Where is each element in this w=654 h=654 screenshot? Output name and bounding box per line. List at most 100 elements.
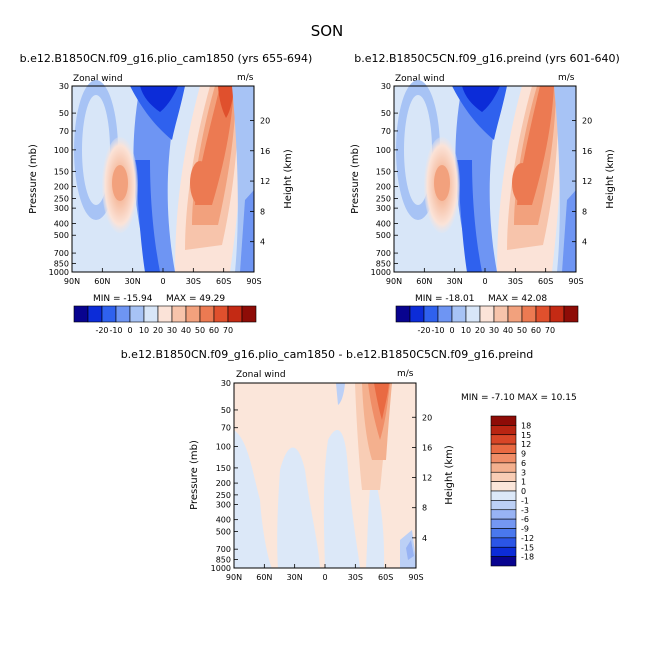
colorbar-box — [479, 305, 495, 323]
y-tick-label: 850 — [376, 259, 391, 268]
panel-2-y2label: Height (km) — [605, 149, 616, 209]
y2-tick-label: 20 — [260, 116, 270, 125]
colorbar-label: 9 — [521, 450, 526, 459]
x-tick-label: 0 — [322, 573, 327, 582]
colorbar-label: -12 — [521, 534, 534, 543]
y-tick-label: 100 — [216, 443, 231, 452]
colorbar-label: 0 — [449, 326, 454, 335]
y-tick-label: 250 — [54, 194, 69, 203]
colorbar-label: 0 — [521, 487, 526, 496]
colorbar-box — [73, 305, 89, 323]
colorbar-box — [490, 500, 517, 511]
y2-tick-label: 4 — [260, 238, 265, 247]
y2-tick-label: 12 — [422, 474, 432, 483]
colorbar-box — [171, 305, 187, 323]
x-tick-label: 60N — [256, 573, 272, 582]
colorbar-label: 18 — [521, 421, 531, 430]
colorbar-box — [490, 546, 517, 557]
colorbar-box — [490, 443, 517, 454]
colorbar-label: 60 — [531, 326, 541, 335]
colorbar-box — [213, 305, 229, 323]
colorbar-label: 40 — [181, 326, 191, 335]
colorbar-box — [490, 556, 517, 567]
y-tick-label: 250 — [376, 194, 391, 203]
panel-2-left-label: Zonal wind — [395, 74, 445, 84]
y2-tick-label: 4 — [582, 238, 587, 247]
y-tick-label: 30 — [221, 379, 231, 388]
y-tick-label: 700 — [54, 249, 69, 258]
colorbar-box — [490, 425, 517, 436]
x-tick-label: 60S — [378, 573, 393, 582]
colorbar-box — [535, 305, 551, 323]
y-tick-label: 300 — [54, 204, 69, 213]
colorbar-label: 50 — [517, 326, 527, 335]
panel-1-title: b.e12.B1850CN.f09_g16.plio_cam1850 (yrs … — [20, 52, 313, 65]
colorbar-box — [227, 305, 243, 323]
y-tick-label: 850 — [216, 555, 231, 564]
y-tick-label: 70 — [59, 127, 69, 136]
colorbar-box — [101, 305, 117, 323]
colorbar-label: -15 — [521, 543, 534, 552]
y2-tick-label: 16 — [422, 443, 432, 452]
y-tick-label: 1000 — [211, 564, 231, 573]
colorbar-box — [507, 305, 523, 323]
panel-3-ylabel: Pressure (mb) — [189, 440, 200, 510]
colorbar-label: 30 — [489, 326, 499, 335]
y-tick-label: 50 — [221, 406, 231, 415]
colorbar-box — [490, 462, 517, 473]
x-tick-label: 0 — [482, 277, 487, 286]
panel-1-y2label: Height (km) — [283, 149, 294, 209]
y-tick-label: 30 — [381, 82, 391, 91]
panel-3-left-label: Zonal wind — [236, 370, 286, 380]
x-tick-label: 90N — [64, 277, 80, 286]
colorbar-box — [87, 305, 103, 323]
x-tick-label: 30S — [508, 277, 523, 286]
y-tick-label: 50 — [59, 109, 69, 118]
panel-3-right-label: m/s — [397, 369, 414, 379]
y-tick-label: 400 — [54, 219, 69, 228]
colorbar-box — [129, 305, 145, 323]
colorbar-label: 1 — [521, 478, 526, 487]
y-tick-label: 150 — [376, 167, 391, 176]
colorbar-box — [115, 305, 131, 323]
colorbar-label: 10 — [139, 326, 149, 335]
panel-3-title: b.e12.B1850CN.f09_g16.plio_cam1850 - b.e… — [121, 348, 534, 361]
colorbar-label: -9 — [521, 525, 529, 534]
x-tick-label: 30N — [287, 573, 303, 582]
x-tick-label: 0 — [160, 277, 165, 286]
y2-tick-label: 16 — [582, 147, 592, 156]
y-tick-label: 70 — [381, 127, 391, 136]
y-tick-label: 700 — [376, 249, 391, 258]
y-tick-label: 100 — [376, 146, 391, 155]
colorbar-label: 12 — [521, 440, 531, 449]
panel-2-max-label: MAX = 42.08 — [488, 294, 547, 304]
x-tick-label: 90N — [226, 573, 242, 582]
y-tick-label: 500 — [216, 527, 231, 536]
y2-tick-label: 8 — [260, 207, 265, 216]
y-tick-label: 200 — [376, 183, 391, 192]
colorbar-box — [185, 305, 201, 323]
y-tick-label: 700 — [216, 545, 231, 554]
y-tick-label: 70 — [221, 424, 231, 433]
colorbar-box — [241, 305, 257, 323]
colorbar-label: -20 — [417, 326, 430, 335]
colorbar-label: 30 — [167, 326, 177, 335]
colorbar-box — [549, 305, 565, 323]
y-tick-label: 1000 — [371, 268, 391, 277]
x-tick-label: 30N — [125, 277, 141, 286]
y-tick-label: 1000 — [49, 268, 69, 277]
colorbar-label: 15 — [521, 431, 531, 440]
panel-2: b.e12.B1850C5CN.f09_g16.preind (yrs 601-… — [350, 52, 620, 335]
colorbar-label: 3 — [521, 468, 526, 477]
colorbar-label: -20 — [95, 326, 108, 335]
colorbar-box — [437, 305, 453, 323]
colorbar-label: 70 — [545, 326, 555, 335]
colorbar-box — [157, 305, 173, 323]
colorbar-label: 20 — [153, 326, 163, 335]
colorbar-label: 60 — [209, 326, 219, 335]
y-tick-label: 250 — [216, 491, 231, 500]
y2-tick-label: 8 — [582, 207, 587, 216]
colorbar-label: 70 — [223, 326, 233, 335]
colorbar-label: 40 — [503, 326, 513, 335]
colorbar-box — [143, 305, 159, 323]
